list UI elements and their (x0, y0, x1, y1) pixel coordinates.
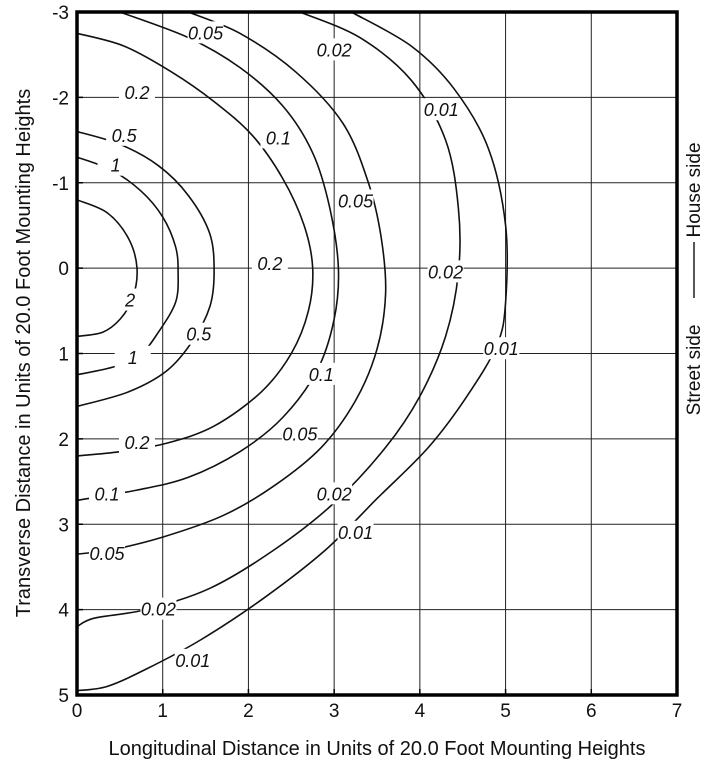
contour-label-bg (112, 288, 149, 311)
x-tick-label: 4 (415, 701, 426, 722)
x-tick-label: 2 (243, 701, 254, 722)
contour-label: 0.02 (317, 40, 352, 60)
contour-label: 1 (111, 156, 121, 176)
contour-lines (76, 11, 509, 692)
contour-label: 0.02 (141, 600, 176, 620)
contour-label-bg (316, 38, 353, 61)
street-side-label: Street side (684, 325, 705, 416)
contour-label: 0.1 (94, 484, 119, 504)
contour-label-bg (427, 260, 464, 283)
contour-label-bg (337, 189, 374, 212)
contour-label-bg (483, 337, 520, 360)
contour-label: 0.5 (112, 126, 138, 146)
contour-label: 0.01 (175, 651, 210, 671)
contour-label-bg (260, 126, 297, 149)
contour-label: 0.01 (484, 339, 519, 359)
contour-label-bg (119, 431, 155, 454)
contour-label: 0.1 (309, 365, 334, 385)
y-tick-label: 2 (58, 430, 69, 451)
contour-label-bg (89, 482, 125, 505)
contour-label-bg (89, 542, 125, 565)
y-tick-label: -3 (52, 3, 69, 24)
contour-label: 2 (124, 291, 135, 311)
contour-2 (76, 199, 138, 338)
x-axis-title: Longitudinal Distance in Units of 20.0 F… (109, 738, 646, 760)
contour-0p02 (76, 11, 461, 628)
x-tick-label: 5 (500, 701, 511, 722)
x-tick-labels: 0 1 2 3 4 5 6 7 (72, 689, 683, 722)
contour-label: 0.01 (424, 100, 459, 120)
x-tick-label: 6 (586, 701, 597, 722)
y-tick-label: 4 (58, 601, 69, 622)
contour-label: 0.2 (257, 254, 282, 274)
contour-label-bg (281, 422, 318, 445)
y-tick-label: -1 (52, 174, 69, 195)
contour-label-bg (251, 251, 288, 274)
side-indicator: House side Street side (684, 142, 705, 415)
contour-label: 0.2 (124, 433, 149, 453)
contour-label: 0.02 (317, 484, 352, 504)
contour-labels: 2 1 1 0.5 0.5 0.2 0.2 0.2 0.1 0.1 0.1 0.05 0.05 0.05 0… (89, 21, 520, 671)
y-tick-label: -2 (52, 88, 69, 109)
contour-label-bg (114, 345, 151, 368)
y-tick-label: 5 (58, 686, 69, 707)
x-tick-label: 1 (157, 701, 168, 722)
contour-0p05 (76, 11, 387, 555)
contour-label-bg (187, 21, 224, 44)
contour-label: 0.01 (338, 523, 373, 543)
contour-label: 0.1 (266, 128, 291, 148)
contour-label: 0.05 (282, 425, 318, 445)
y-tick-labels: -3 -2 -1 0 1 2 3 4 5 (52, 3, 83, 707)
contour-label-bg (316, 482, 353, 505)
contour-label: 1 (128, 348, 138, 368)
contour-0p1 (76, 11, 340, 502)
x-tick-label: 3 (329, 701, 340, 722)
contour-0p5 (76, 130, 215, 408)
contour-label: 0.05 (338, 192, 374, 212)
contour-label-bg (180, 322, 217, 345)
contour-label: 0.05 (188, 23, 224, 43)
contour-label-bg (423, 98, 460, 121)
y-tick-label: 1 (58, 345, 69, 366)
y-axis-title: Transverse Distance in Units of 20.0 Foo… (13, 89, 35, 617)
grid-lines (77, 12, 677, 695)
contour-label-bg (106, 123, 143, 146)
contour-label-bg (174, 648, 211, 671)
contour-label: 0.2 (124, 83, 149, 103)
contour-label: 0.05 (89, 544, 125, 564)
contour-0p2 (76, 32, 314, 457)
house-side-label: House side (684, 142, 705, 237)
x-tick-label: 7 (672, 701, 683, 722)
contour-label-bg (303, 362, 340, 385)
contour-label-bg (97, 153, 134, 176)
y-tick-label: 3 (58, 515, 69, 536)
contour-label-bg (140, 597, 177, 620)
y-tick-label: 0 (58, 259, 69, 280)
contour-label-bg (337, 520, 374, 543)
contour-label-bg (119, 81, 155, 104)
contour-label: 0.02 (428, 262, 463, 282)
contour-label: 0.5 (186, 325, 212, 345)
x-tick-label: 0 (72, 701, 83, 722)
